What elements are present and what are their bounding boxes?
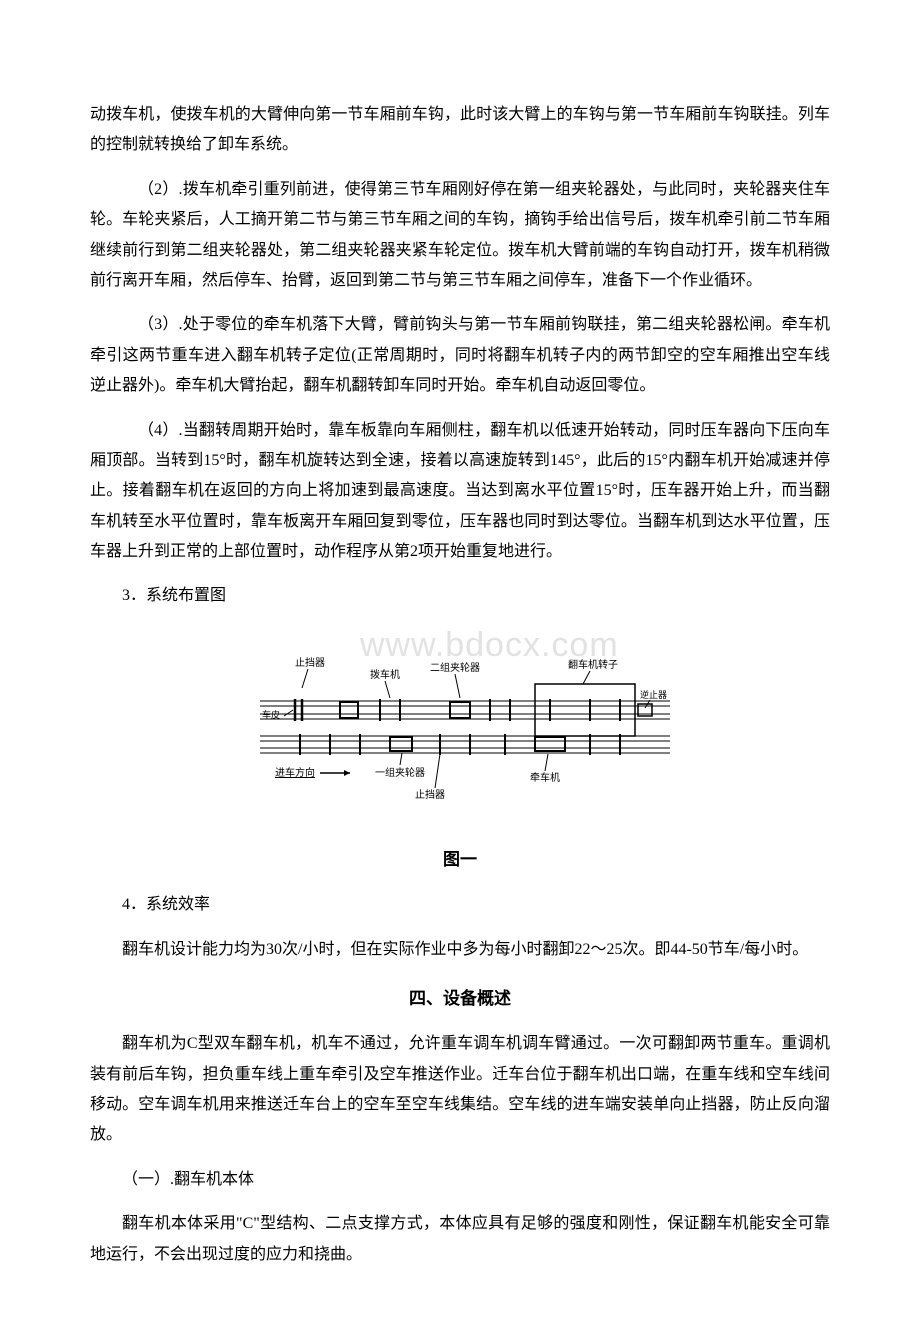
label-direction: 进车方向	[275, 766, 315, 779]
layout-diagram-svg: www.bdocx.com 止挡器 拨车机 二组夹轮器 翻车机转子 逆止器	[240, 626, 680, 836]
paragraph-body-structure: 翻车机本体采用"C"型结构、二点支撑方式，本体应具有足够的强度和刚性，保证翻车机…	[90, 1209, 830, 1270]
heading-4: 四、设备概述	[90, 983, 830, 1015]
label-rotor: 翻车机转子	[568, 658, 618, 671]
paragraph-equipment-overview: 翻车机为C型双车翻车机，机车不通过，允许重车调车机调车臂通过。一次可翻卸两节重车…	[90, 1029, 830, 1151]
section-3-title: 3．系统布置图	[90, 581, 830, 611]
paragraph-step-3: （3）.处于零位的牵车机落下大臂，臂前钩头与第一节车厢前钩联挂，第二组夹轮器松闸…	[90, 310, 830, 401]
label-puller: 拨车机	[370, 668, 400, 681]
paragraph-step-4: （4）.当翻转周期开始时，靠车板靠向车厢侧柱，翻车机以低速开始转动，同时压车器向…	[90, 416, 830, 568]
label-clamp2: 二组夹轮器	[430, 661, 480, 674]
label-clamp1: 一组夹轮器	[375, 766, 425, 779]
paragraph-efficiency: 翻车机设计能力均为30次/小时，但在实际作业中多为每小时翻卸22～25次。即44…	[90, 935, 830, 965]
label-stopper-bottom: 止挡器	[415, 788, 445, 801]
section-4-title: 4．系统效率	[90, 890, 830, 920]
label-car: 车皮	[262, 709, 280, 720]
diagram-caption: 图一	[443, 844, 477, 876]
system-layout-diagram: www.bdocx.com 止挡器 拨车机 二组夹轮器 翻车机转子 逆止器	[90, 626, 830, 876]
label-stopper-top: 止挡器	[295, 656, 325, 669]
label-puller2: 牵车机	[530, 771, 560, 784]
watermark-text: www.bdocx.com	[359, 626, 619, 664]
paragraph-continuation: 动拨车机，使拨车机的大臂伸向第一节车厢前车钩，此时该大臂上的车钩与第一节车厢前车…	[90, 100, 830, 161]
paragraph-step-2: （2）.拨车机牵引重列前进，使得第三节车厢刚好停在第一组夹轮器处，与此同时，夹轮…	[90, 175, 830, 297]
label-blocker: 逆止器	[640, 689, 667, 700]
subsection-1-title: （一）.翻车机本体	[90, 1165, 830, 1195]
